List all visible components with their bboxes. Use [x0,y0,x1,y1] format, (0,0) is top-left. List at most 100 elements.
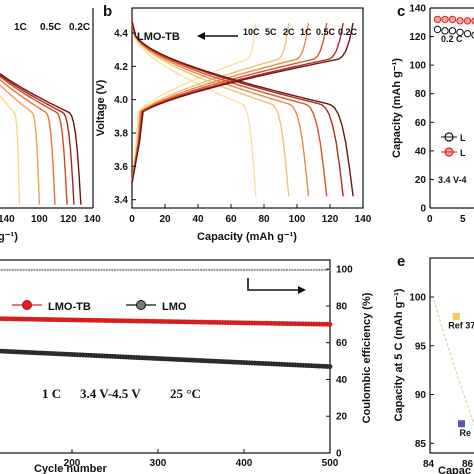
efficiency-point [218,268,221,271]
efficiency-point [323,268,326,271]
y-tick-label: 140 [409,4,426,15]
efficiency-point [108,268,111,271]
efficiency-point [304,268,307,271]
data-point [463,17,472,25]
efficiency-point [275,268,278,271]
x-tick-label: 140 [84,214,101,225]
efficiency-point [162,268,165,271]
efficiency-point [124,268,127,271]
chart-title: LMO-TB [137,31,180,43]
y-tick-label: 3.6 [114,162,128,173]
efficiency-point [264,268,267,271]
efficiency-point [44,268,47,271]
data-point [456,28,464,36]
condition-voltage: 3.4 V-4.5 V [80,386,141,401]
y-ticks: 85 90 95 100 [409,293,434,450]
efficiency-point [135,268,138,271]
arrow-left [197,32,238,40]
efficiency-point [320,268,323,271]
data-point [463,30,472,38]
condition-rate: 1 C [42,386,61,401]
plot-frame [429,257,474,454]
rate-label: 0.2C [69,22,90,33]
discharge-curve-0.2C [131,21,354,197]
rate-label: 1C [300,27,312,37]
rate-label: 1C [14,22,27,33]
x-tick-label: 300 [150,458,167,469]
efficiency-point [19,268,22,271]
ref-label: Re [460,428,472,438]
efficiency-point [165,268,168,271]
y-tick-label: 95 [415,341,427,352]
ref-point [452,313,460,320]
efficiency-point [310,268,313,271]
efficiency-point [114,268,116,271]
efficiency-point [280,268,283,271]
efficiency-point [25,268,28,271]
panel-a-curves [0,72,82,205]
panel-letter: e [397,253,405,270]
efficiency-point [175,268,178,271]
x-axis-title: g⁻¹) [0,231,18,243]
x-tick-label: 5 [460,214,466,225]
y-ticks: 3.4 3.6 3.8 4.0 4.2 4.4 [114,29,136,206]
x-tick-label: 100 [31,214,48,225]
ref-label: Ref 37 [448,321,474,331]
efficiency-point [213,268,216,271]
efficiency-point [302,268,305,271]
efficiency-point [33,268,36,271]
efficiency-point [205,268,208,271]
efficiency-point [130,268,133,271]
efficiency-point [240,268,243,271]
discharge-curve-2C [131,21,310,197]
efficiency-point [329,268,331,271]
y-tick-label: 4.2 [114,62,128,73]
capacity-point [327,321,333,327]
efficiency-point [251,268,254,271]
efficiency-point [269,268,272,271]
efficiency-point [216,268,219,271]
x-tick-label: 60 [225,214,237,225]
efficiency-point [87,268,90,271]
x-tick-label: 20 [159,214,171,225]
efficiency-point [267,268,270,271]
efficiency-point [167,268,170,271]
y-tick-label: 120 [409,32,426,43]
efficiency-point [52,268,55,271]
efficiency-point [132,268,135,271]
discharge-curve-5 [0,72,82,205]
efficiency-point [261,268,264,271]
charge-curve-10C [131,22,257,184]
data-point [456,17,464,25]
efficiency-point [89,268,92,271]
efficiency-point [76,268,79,271]
efficiency-point [143,268,146,271]
y-tick-label: 0 [420,204,426,215]
panel-e-points: Ref 37ReRe [448,313,474,438]
y2-tick-label: 40 [336,375,348,386]
discharge-curve-10C [131,21,257,197]
efficiency-point [97,268,100,271]
discharge-curve-5C [131,21,290,197]
x-tick-label: 200 [64,458,81,469]
x-tick-label: 84 [423,459,435,470]
data-point [441,27,449,35]
efficiency-point [181,268,184,271]
efficiency-point [312,268,315,271]
x-tick-label: 0 [427,214,433,225]
panel-b: b LMO-TB 10C 5C 2C 1C 0.5C 0.2C 3.43.63.… [95,3,372,243]
efficiency-point [224,268,227,271]
efficiency-point [138,268,141,271]
plot-frame [131,7,364,209]
rate-labels: 10C 5C 2C 1C 0.5C 0.2C [243,27,358,37]
efficiency-point [122,268,125,271]
efficiency-point [79,268,82,271]
efficiency-point [119,268,122,271]
data-point [441,15,449,24]
panel-d-series [0,268,333,370]
legend-label: L [460,148,466,158]
data-point [471,17,474,25]
efficiency-point [318,268,321,271]
capacity-point [327,364,333,370]
